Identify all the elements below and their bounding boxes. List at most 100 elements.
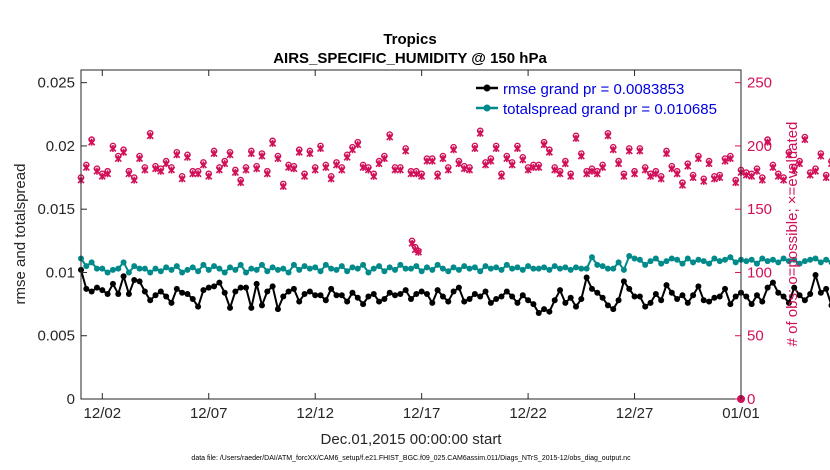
rmse-point — [546, 308, 553, 315]
legend-marker-rmse — [483, 84, 491, 92]
obs-evaluated-marker — [237, 179, 245, 187]
rmse-point — [125, 290, 132, 297]
obs-evaluated-marker — [460, 165, 468, 173]
rmse-point — [817, 289, 824, 296]
totalspread-point — [386, 264, 393, 271]
totalspread-point — [216, 265, 223, 272]
totalspread-point — [823, 256, 830, 263]
totalspread-point — [557, 265, 564, 272]
obs-evaluated-marker — [811, 167, 820, 175]
rmse-point — [769, 279, 776, 286]
totalspread-point — [168, 266, 175, 273]
obs-evaluated-marker — [258, 152, 266, 160]
obs-evaluated-marker — [205, 172, 213, 180]
y-tick-label: 0.015 — [37, 201, 75, 218]
obs-evaluated-marker — [263, 170, 271, 178]
y2-axis-label: # of obs: o=possible; ×=evaluated — [784, 122, 801, 347]
obs-evaluated-marker — [444, 166, 452, 174]
totalspread-point — [716, 258, 723, 265]
totalspread-point — [695, 256, 702, 263]
obs-evaluated-marker — [279, 182, 287, 190]
rmse-point — [264, 288, 271, 295]
rmse-point — [99, 287, 106, 294]
rmse-point — [487, 299, 494, 306]
obs-evaluated-marker — [652, 170, 660, 178]
totalspread-point — [258, 261, 265, 268]
obs-evaluated-marker — [769, 163, 777, 172]
totalspread-point — [423, 264, 430, 271]
obs-evaluated-marker — [375, 160, 383, 168]
rmse-point — [338, 292, 345, 299]
obs-evaluated-marker — [167, 166, 176, 174]
rmse-point — [322, 297, 329, 304]
totalspread-point — [285, 269, 292, 276]
rmse-point — [439, 293, 446, 300]
totalspread-point — [205, 266, 212, 273]
totalspread-point — [807, 256, 814, 263]
rmse-point — [418, 288, 425, 295]
x-tick-label: 12/22 — [509, 405, 547, 422]
obs-evaluated-marker — [556, 170, 564, 178]
rmse-point — [274, 306, 281, 313]
totalspread-point — [663, 258, 670, 265]
rmse-point — [791, 284, 798, 291]
obs-evaluated-marker — [423, 157, 431, 165]
obs-evaluated-marker — [827, 160, 830, 168]
totalspread-point — [280, 265, 287, 272]
obs-evaluated-marker — [338, 166, 346, 174]
totalspread-point — [514, 264, 521, 271]
rmse-point — [684, 299, 691, 306]
rmse-point — [450, 288, 457, 295]
obs-evaluated-marker — [178, 175, 186, 183]
legend-label-rmse: rmse grand pr = 0.0083853 — [503, 81, 684, 98]
totalspread-point — [312, 264, 319, 271]
rmse-point — [189, 296, 196, 303]
rmse-point — [535, 309, 542, 316]
rmse-point — [525, 297, 532, 304]
rmse-point — [312, 292, 319, 299]
rmse-point — [163, 293, 170, 300]
totalspread-point — [493, 264, 500, 271]
rmse-point — [365, 293, 372, 300]
obs-evaluated-marker — [311, 166, 319, 174]
obs-evaluated-marker — [157, 167, 165, 175]
obs-evaluated-marker — [428, 157, 436, 165]
totalspread-point — [562, 264, 569, 271]
obs-evaluated-marker — [774, 172, 782, 180]
totalspread-point — [674, 256, 681, 263]
axes: 0 0.005 0.01 0.015 0.02 0.025 0 50 100 150 200 250 1… — [37, 70, 772, 422]
obs-evaluated-marker — [545, 148, 553, 156]
obs-evaluated-marker — [269, 139, 277, 147]
rmse-point — [429, 299, 436, 306]
totalspread-point — [147, 269, 154, 276]
obs-evaluated-marker — [380, 155, 388, 163]
totalspread-point — [780, 255, 787, 262]
totalspread-point — [487, 265, 494, 272]
totalspread-point — [344, 268, 351, 275]
totalspread-point — [626, 253, 633, 260]
obs-evaluated-marker — [253, 165, 261, 173]
obs-evaluated-marker — [327, 175, 335, 183]
totalspread-point — [221, 269, 228, 276]
rmse-point — [732, 293, 739, 300]
rmse-point — [599, 294, 606, 301]
obs-evaluated-marker — [662, 149, 671, 158]
totalspread-point — [588, 254, 595, 261]
legend-label-totalspread: totalspread grand pr = 0.010685 — [503, 101, 717, 118]
totalspread-point — [173, 263, 180, 270]
obs-evaluated-marker — [508, 161, 516, 169]
totalspread-point — [498, 266, 505, 273]
rmse-point — [386, 289, 393, 296]
obs-evaluated-marker — [641, 166, 649, 174]
rmse-point — [674, 296, 681, 303]
obs-evaluated-marker — [151, 165, 160, 173]
totalspread-point — [322, 261, 329, 268]
totalspread-point — [333, 266, 340, 273]
totalspread-point — [775, 259, 782, 266]
totalspread-point — [801, 258, 808, 265]
rmse-point — [243, 284, 249, 291]
totalspread-point — [439, 265, 446, 272]
totalspread-point — [136, 265, 143, 272]
totalspread-point — [471, 264, 478, 271]
totalspread-point — [189, 264, 196, 271]
